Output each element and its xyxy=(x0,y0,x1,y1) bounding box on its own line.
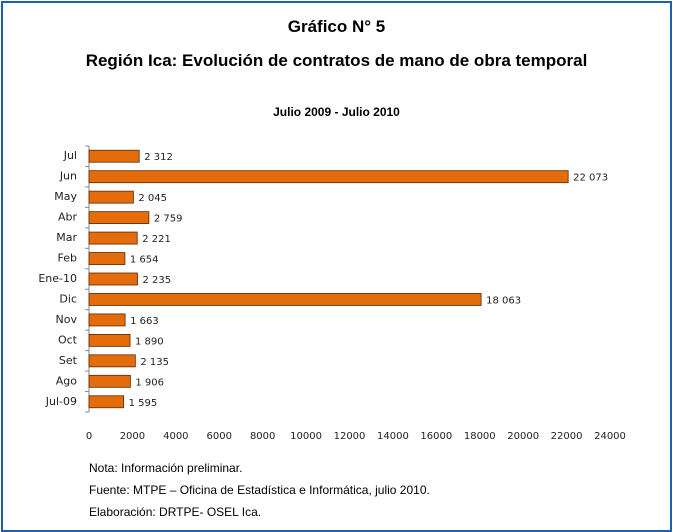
x-tick-label: 8000 xyxy=(250,431,275,442)
x-tick-label: 24000 xyxy=(594,431,626,442)
y-tick-label: Set xyxy=(59,354,78,367)
x-tick-label: 18000 xyxy=(464,431,496,442)
y-tick-label: Dic xyxy=(59,292,77,305)
bar xyxy=(88,149,140,163)
note: Fuente: MTPE – Oficina de Estadística e … xyxy=(89,483,430,497)
note: Nota: Información preliminar. xyxy=(89,461,243,475)
bar xyxy=(88,313,126,327)
x-tick-label: 14000 xyxy=(377,431,409,442)
data-label: 1 906 xyxy=(135,377,164,388)
y-tick-label: Abr xyxy=(58,211,78,224)
x-tick-label: 16000 xyxy=(420,431,452,442)
data-label: 22 073 xyxy=(573,173,608,184)
bar xyxy=(88,252,126,265)
bar xyxy=(88,333,131,347)
y-tick-label: Feb xyxy=(58,252,77,265)
data-label: 1 663 xyxy=(130,316,159,327)
chart-title: Gráfico N° 5 xyxy=(287,17,386,36)
x-tick-label: 0 xyxy=(86,431,92,442)
y-tick-label: Oct xyxy=(58,333,78,346)
x-tick-label: 22000 xyxy=(551,431,583,442)
y-tick-label: Ago xyxy=(56,374,78,387)
bar xyxy=(88,170,569,184)
x-tick-label: 10000 xyxy=(290,431,322,442)
bar xyxy=(88,374,131,388)
y-tick-label: Ene-10 xyxy=(38,272,77,285)
data-label: 1 654 xyxy=(130,255,159,266)
data-label: 2 135 xyxy=(140,357,169,368)
x-tick-label: 4000 xyxy=(163,431,188,442)
bar xyxy=(88,211,150,225)
x-tick-label: 2000 xyxy=(120,431,145,442)
y-tick-label: Jul xyxy=(63,149,77,162)
bar xyxy=(88,272,138,286)
data-label: 1 890 xyxy=(135,336,164,347)
y-tick-label: Mar xyxy=(56,231,77,244)
chart-period: Julio 2009 - Julio 2010 xyxy=(273,105,400,119)
x-tick-label: 12000 xyxy=(334,431,366,442)
data-label: 1 595 xyxy=(129,398,158,409)
y-tick-label: Jul-09 xyxy=(45,395,77,408)
bar xyxy=(88,190,134,204)
data-label: 2 235 xyxy=(143,275,172,286)
data-label: 2 759 xyxy=(154,214,183,225)
note: Elaboración: DRTPE- OSEL Ica. xyxy=(89,505,262,519)
data-label: 2 221 xyxy=(142,234,171,245)
bar xyxy=(88,395,125,409)
bar xyxy=(88,293,482,306)
x-tick-label: 6000 xyxy=(207,431,232,442)
y-tick-label: Nov xyxy=(56,313,78,326)
chart-subtitle: Región Ica: Evolución de contratos de ma… xyxy=(85,51,588,70)
data-label: 2 045 xyxy=(138,193,167,204)
y-tick-label: May xyxy=(54,190,77,203)
x-tick-label: 20000 xyxy=(507,431,539,442)
data-label: 18 063 xyxy=(486,295,521,306)
data-label: 2 312 xyxy=(144,152,173,163)
bar xyxy=(88,231,138,245)
y-tick-label: Jun xyxy=(59,170,77,183)
bar xyxy=(88,354,136,368)
